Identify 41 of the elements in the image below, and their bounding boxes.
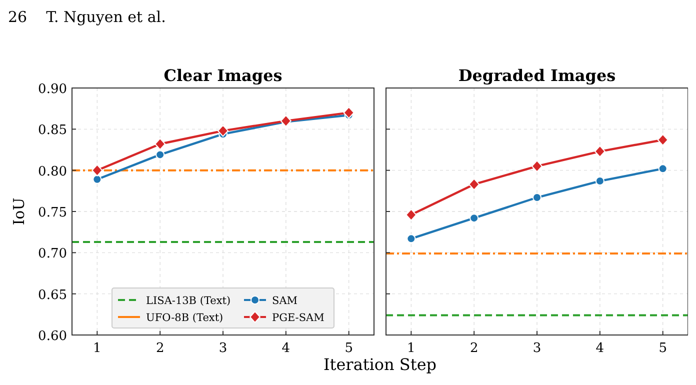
y-axis-title: IoU — [10, 198, 28, 226]
x-tick-label: 4 — [282, 341, 290, 356]
point — [156, 150, 165, 160]
point — [92, 164, 103, 176]
x-tick-label: 2 — [156, 341, 164, 356]
y-tick-label: 0.70 — [38, 246, 67, 262]
point — [406, 208, 417, 221]
point — [594, 145, 606, 158]
x-tick-label: 4 — [596, 341, 604, 356]
point — [470, 214, 479, 223]
point — [218, 124, 228, 137]
x-tick-label: 1 — [93, 341, 102, 356]
point — [658, 164, 668, 174]
point — [657, 134, 668, 146]
y-tick-label: 0.75 — [38, 206, 67, 220]
legend-label: LISA-13B (Text) — [146, 295, 231, 307]
point — [532, 160, 542, 172]
point — [595, 176, 604, 186]
y-tick-label: 0.80 — [38, 164, 67, 180]
y-tick-label: 0.60 — [38, 329, 67, 344]
legend-label: UFO-8B (Text) — [146, 312, 224, 324]
point — [406, 234, 416, 244]
x-tick-label: 1 — [407, 341, 416, 356]
x-axis-title: Iteration Step — [323, 355, 437, 374]
x-tick-label: 3 — [218, 341, 228, 356]
x-tick-label: 5 — [658, 341, 667, 356]
point — [468, 178, 480, 190]
point — [343, 106, 354, 119]
y-tick-label: 0.65 — [38, 288, 67, 303]
point — [280, 114, 292, 127]
x-tick-label: 2 — [470, 341, 478, 356]
text: 26 T. Nguyen et al. — [8, 8, 166, 26]
y-tick-label: 0.90 — [38, 82, 67, 97]
x-tick-label: 5 — [344, 341, 353, 356]
y-tick-label: 0.85 — [38, 123, 67, 138]
point — [154, 138, 166, 150]
x-tick-label: 3 — [532, 341, 542, 356]
chart-title: Clear Images — [164, 66, 282, 85]
chart-title: Degraded Images — [458, 66, 616, 85]
legend-label: SAM — [272, 295, 298, 307]
legend-label: PGE-SAM — [272, 312, 325, 324]
